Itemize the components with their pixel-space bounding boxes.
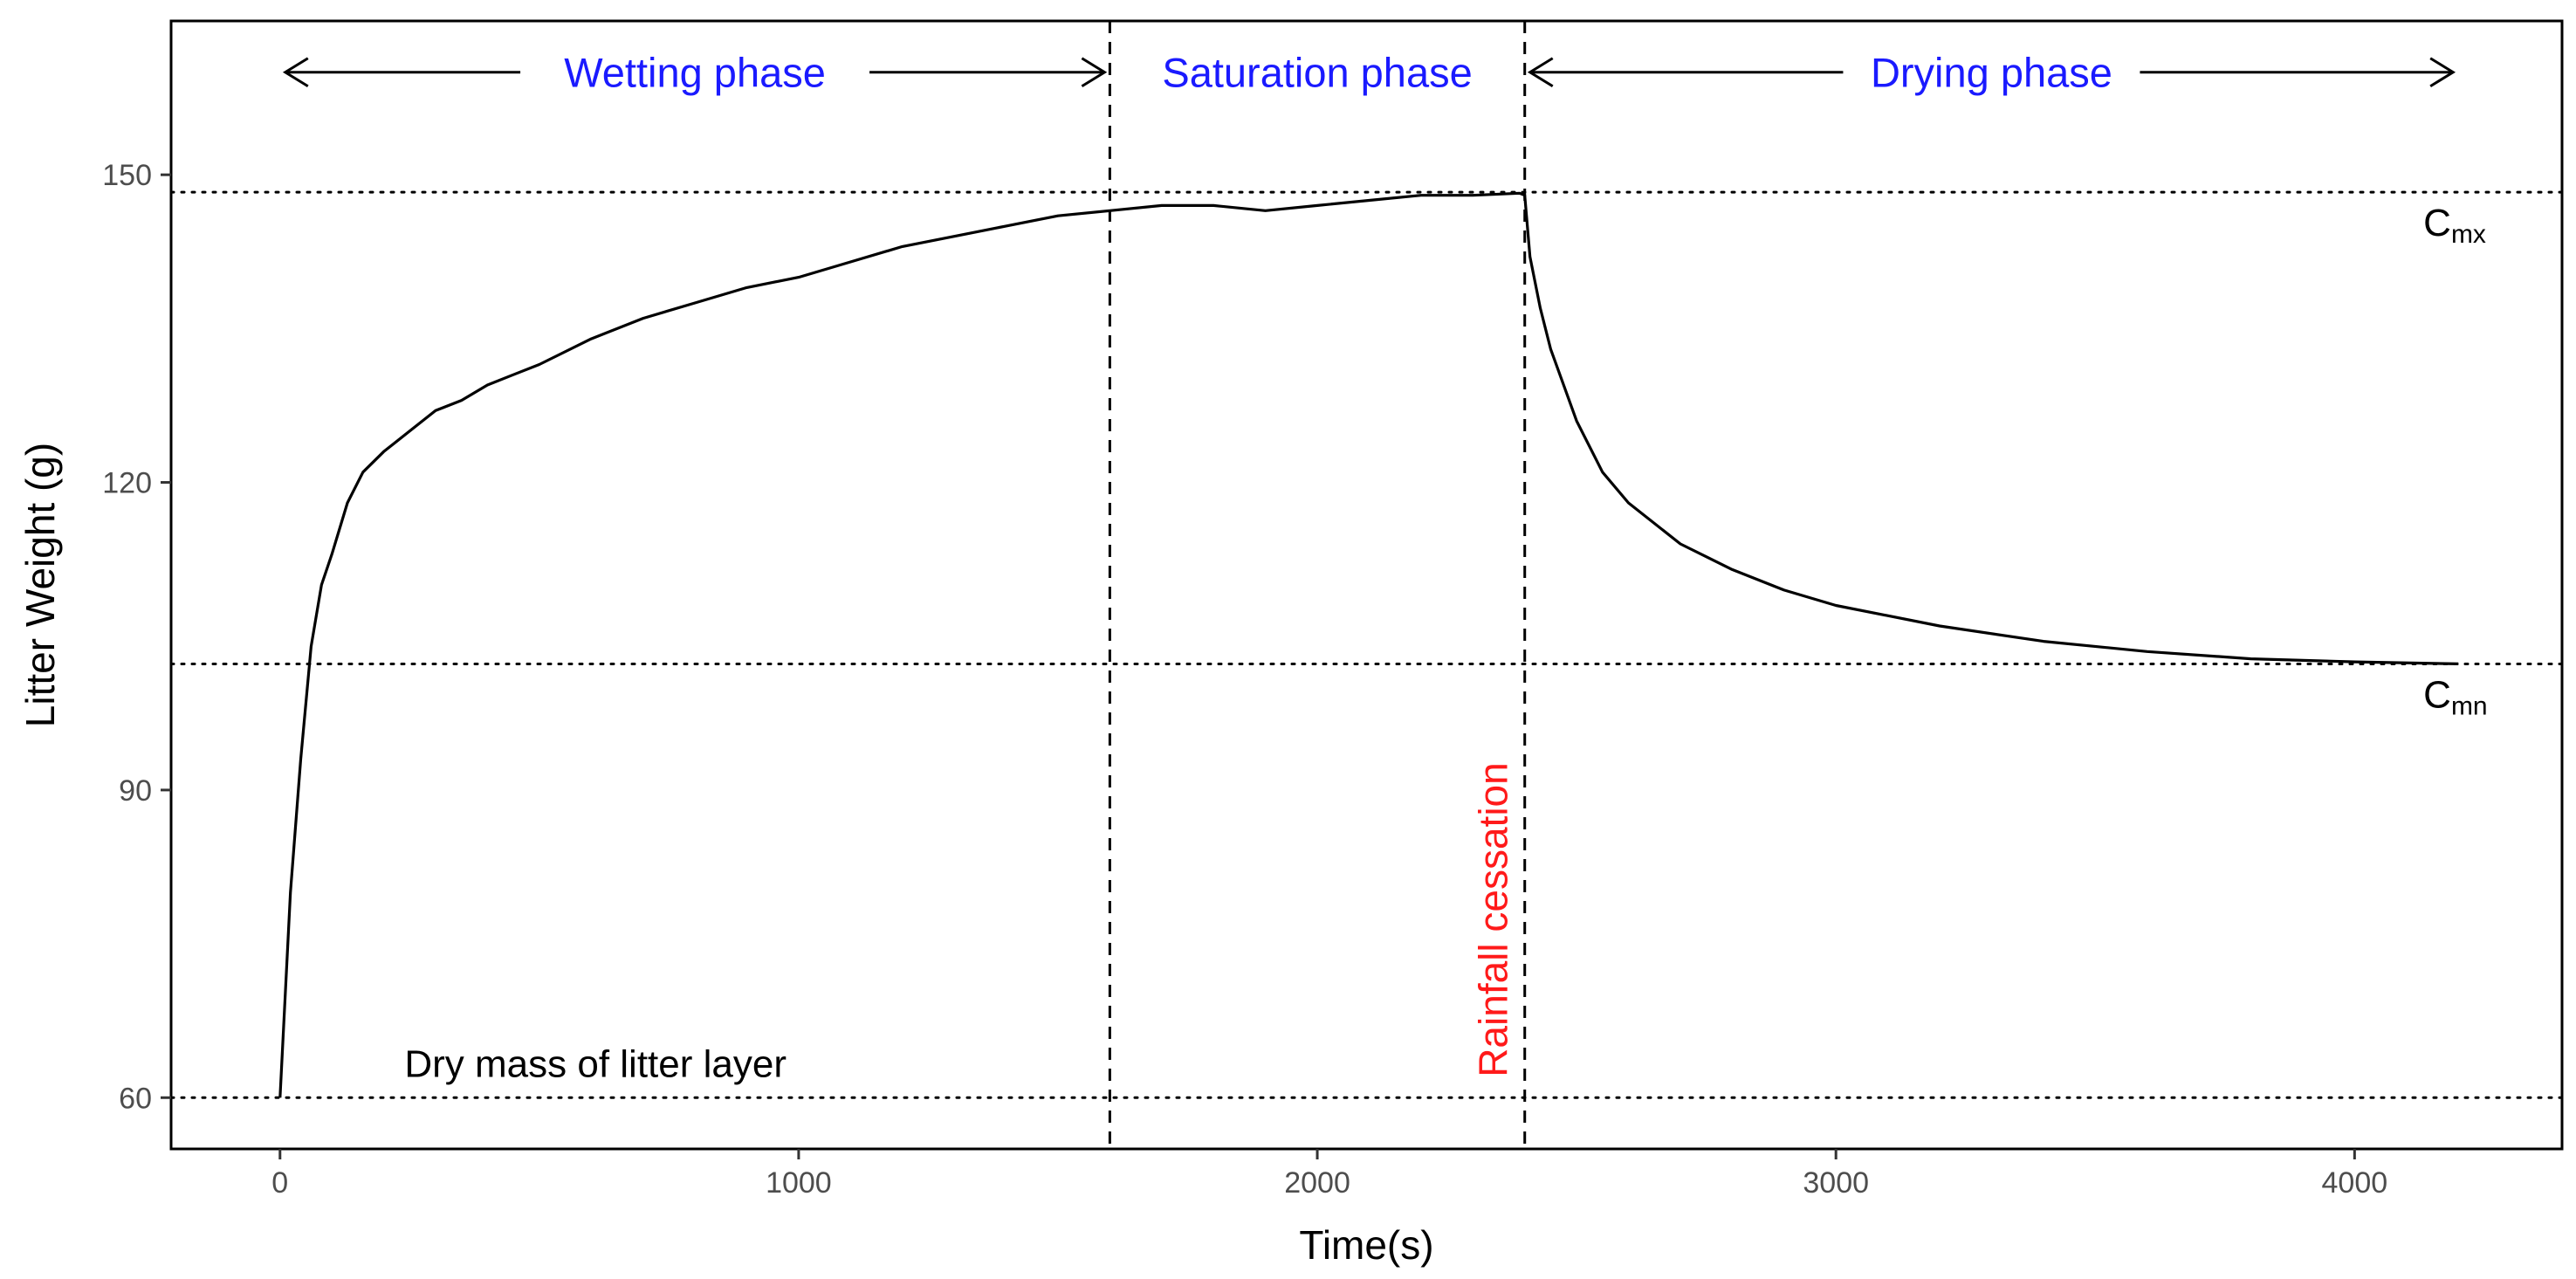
rainfall-cessation-label: Rainfall cessation xyxy=(1471,762,1516,1077)
x-tick-label-2: 2000 xyxy=(1284,1166,1350,1200)
plot-frame xyxy=(169,19,2564,1151)
phase-label-0: Wetting phase xyxy=(564,50,826,96)
x-tick-label-3: 3000 xyxy=(1803,1166,1869,1200)
x-tick-label-4: 4000 xyxy=(2322,1166,2388,1200)
phase-label-1: Saturation phase xyxy=(1162,50,1472,96)
hline-label-0: Cmx xyxy=(2423,202,2486,249)
axes: 0 1000 2000 3000 4000 60 90 120 150 xyxy=(102,19,2564,1200)
x-axis-title: Time(s) xyxy=(1299,1222,1433,1268)
series-layer xyxy=(278,191,2459,1098)
x-tick-label-0: 0 xyxy=(271,1166,288,1200)
phase-label-2: Drying phase xyxy=(1871,50,2112,96)
hline-label-sub: mn xyxy=(2451,691,2488,720)
hline-label-1: Cmn xyxy=(2423,673,2487,720)
phase-arrowhead-right-2 xyxy=(2429,57,2456,88)
y-tick-label-2: 120 xyxy=(102,467,152,500)
dry-mass-label: Dry mass of litter layer xyxy=(404,1042,787,1085)
y-tick-label-3: 150 xyxy=(102,159,152,192)
reference-lines xyxy=(169,21,2564,1149)
hline-label-sub: mx xyxy=(2451,220,2486,249)
phase-annotations: Wetting phase Saturation phase Drying phas… xyxy=(282,50,2456,96)
phase-arrowhead-left-2 xyxy=(1527,57,1554,88)
y-tick-label-0: 60 xyxy=(119,1082,152,1115)
y-tick-label-1: 90 xyxy=(119,774,152,808)
phase-arrowhead-right-0 xyxy=(1081,57,1108,88)
x-tick-label-1: 1000 xyxy=(766,1166,832,1200)
hline-label-main: C xyxy=(2423,202,2451,244)
series-line-0 xyxy=(278,191,2459,1098)
y-axis-title: Litter Weight (g) xyxy=(17,443,63,727)
phase-arrowhead-left-0 xyxy=(282,57,309,88)
hline-label-main: C xyxy=(2423,673,2451,716)
